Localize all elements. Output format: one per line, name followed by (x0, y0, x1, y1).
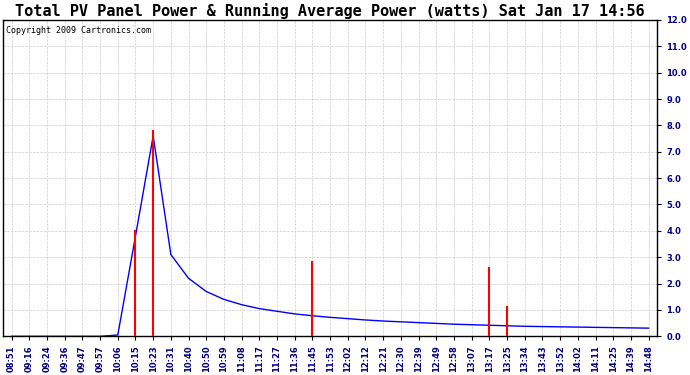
Title: Total PV Panel Power & Running Average Power (watts) Sat Jan 17 14:56: Total PV Panel Power & Running Average P… (15, 3, 645, 19)
Text: Copyright 2009 Cartronics.com: Copyright 2009 Cartronics.com (6, 26, 151, 35)
